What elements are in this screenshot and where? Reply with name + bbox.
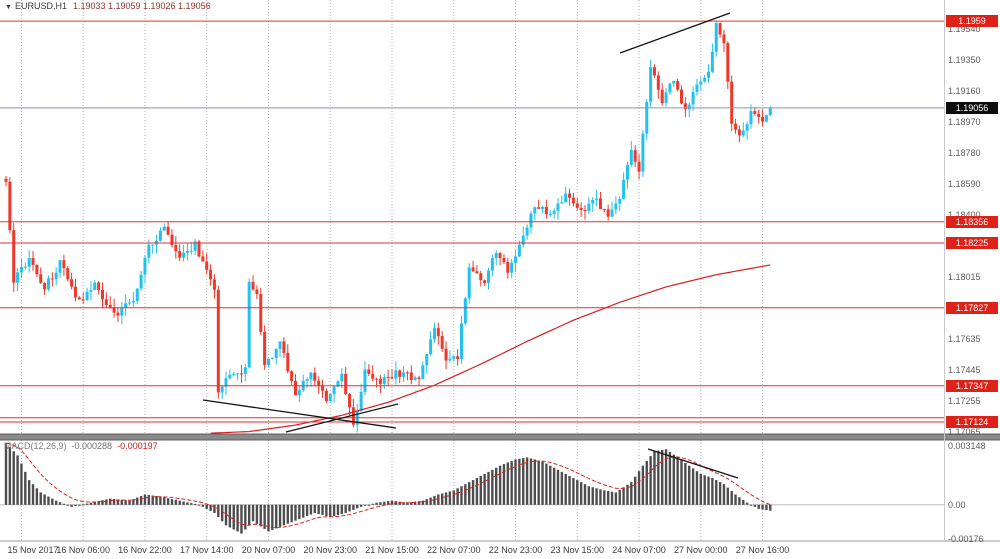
macd-indicator-label: MACD(12,26,9) -0.000288 -0.000197 [4,441,158,451]
symbol-marker-icon: ▼ [5,4,12,11]
ohlc-readout: 1.19033 1.19059 1.19026 1.19056 [72,1,211,11]
macd-name: MACD(12,26,9) [4,441,67,451]
chart-title: ▼ EURUSD,H1 1.19033 1.19059 1.19026 1.1905… [5,1,211,11]
macd-main-value: -0.000288 [71,441,113,451]
symbol-timeframe-label: EURUSD,H1 [14,1,67,11]
macd-signal-value: -0.000197 [117,441,158,451]
